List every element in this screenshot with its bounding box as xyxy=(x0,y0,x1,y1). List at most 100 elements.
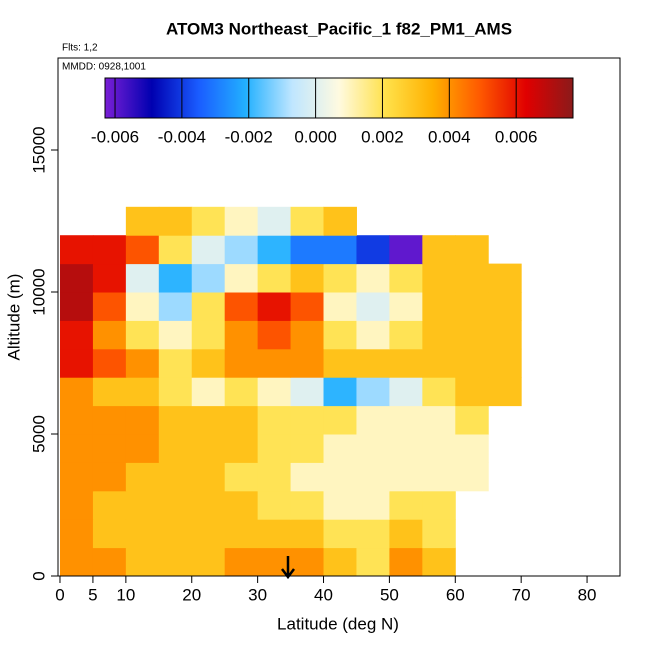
x-tick-label: 40 xyxy=(314,585,333,604)
y-tick-label: 5000 xyxy=(29,415,48,453)
cell xyxy=(59,434,94,463)
cell xyxy=(125,206,160,236)
cell xyxy=(125,434,160,463)
cell xyxy=(125,519,160,549)
cell xyxy=(224,348,259,378)
cell xyxy=(389,235,423,265)
cell xyxy=(191,490,226,520)
x-tick-label: 70 xyxy=(512,585,531,604)
cell xyxy=(125,462,160,492)
cell xyxy=(92,235,127,265)
cell xyxy=(92,462,127,492)
cell xyxy=(224,519,259,549)
cell xyxy=(92,519,127,549)
cell xyxy=(389,519,423,549)
cell xyxy=(257,348,292,378)
cell xyxy=(125,292,160,321)
cell xyxy=(92,320,127,350)
cell xyxy=(323,320,357,350)
y-tick-label: 0 xyxy=(29,571,48,580)
cell xyxy=(290,348,325,378)
cell xyxy=(389,377,423,407)
cell xyxy=(158,434,193,463)
cell xyxy=(224,434,259,463)
cell xyxy=(224,547,259,577)
cell xyxy=(488,292,522,321)
x-tick-label: 80 xyxy=(578,585,597,604)
colorbar-tick-label: -0.006 xyxy=(91,127,139,146)
cell xyxy=(158,206,193,236)
cell xyxy=(323,292,357,321)
cell xyxy=(455,235,489,265)
cell xyxy=(125,377,160,407)
cell xyxy=(356,292,390,321)
cell xyxy=(59,490,94,520)
cell xyxy=(290,547,325,577)
cell xyxy=(389,320,423,350)
cell xyxy=(257,405,292,435)
cell xyxy=(290,377,325,407)
cell xyxy=(191,377,226,407)
x-tick-label: 0 xyxy=(55,585,64,604)
colorbar-tick-label: 0.006 xyxy=(495,127,538,146)
cell xyxy=(455,263,489,293)
cell xyxy=(257,206,292,236)
cell xyxy=(422,292,456,321)
cell xyxy=(488,263,522,293)
cell xyxy=(290,292,325,321)
x-tick-label: 30 xyxy=(248,585,267,604)
cell xyxy=(257,292,292,321)
cell xyxy=(323,348,357,378)
cell xyxy=(257,235,292,265)
cell xyxy=(356,490,390,520)
cell xyxy=(224,292,259,321)
cell xyxy=(191,462,226,492)
cell xyxy=(389,263,423,293)
cell xyxy=(422,320,456,350)
cell xyxy=(92,490,127,520)
cell xyxy=(257,434,292,463)
cell xyxy=(125,405,160,435)
cell xyxy=(158,348,193,378)
cell xyxy=(224,263,259,293)
cell xyxy=(191,547,226,577)
cell xyxy=(455,405,489,435)
cell xyxy=(191,434,226,463)
cell xyxy=(422,519,456,549)
cell xyxy=(455,292,489,321)
arrow xyxy=(281,556,295,580)
cell xyxy=(59,462,94,492)
cell xyxy=(59,292,94,321)
heatmap xyxy=(59,206,522,577)
cell xyxy=(290,320,325,350)
cell xyxy=(125,490,160,520)
cell xyxy=(290,405,325,435)
colorbar-tick-label: -0.002 xyxy=(225,127,273,146)
cell xyxy=(422,490,456,520)
cell xyxy=(158,235,193,265)
cell xyxy=(323,490,357,520)
cell xyxy=(290,235,325,265)
cell xyxy=(323,462,357,492)
colorbar-tick-label: 0.000 xyxy=(294,127,337,146)
cell xyxy=(59,405,94,435)
cell xyxy=(455,348,489,378)
cell xyxy=(356,519,390,549)
cell xyxy=(389,490,423,520)
cell xyxy=(257,547,292,577)
cell xyxy=(455,320,489,350)
cell xyxy=(290,462,325,492)
cell xyxy=(158,292,193,321)
cell xyxy=(422,547,456,577)
cell xyxy=(422,263,456,293)
cell xyxy=(191,235,226,265)
cell xyxy=(92,348,127,378)
y-tick-label: 15000 xyxy=(29,126,48,173)
x-tick-label: 5 xyxy=(88,585,97,604)
x-tick-label: 50 xyxy=(380,585,399,604)
cell xyxy=(125,348,160,378)
cell xyxy=(158,405,193,435)
cell xyxy=(158,377,193,407)
cell xyxy=(92,405,127,435)
